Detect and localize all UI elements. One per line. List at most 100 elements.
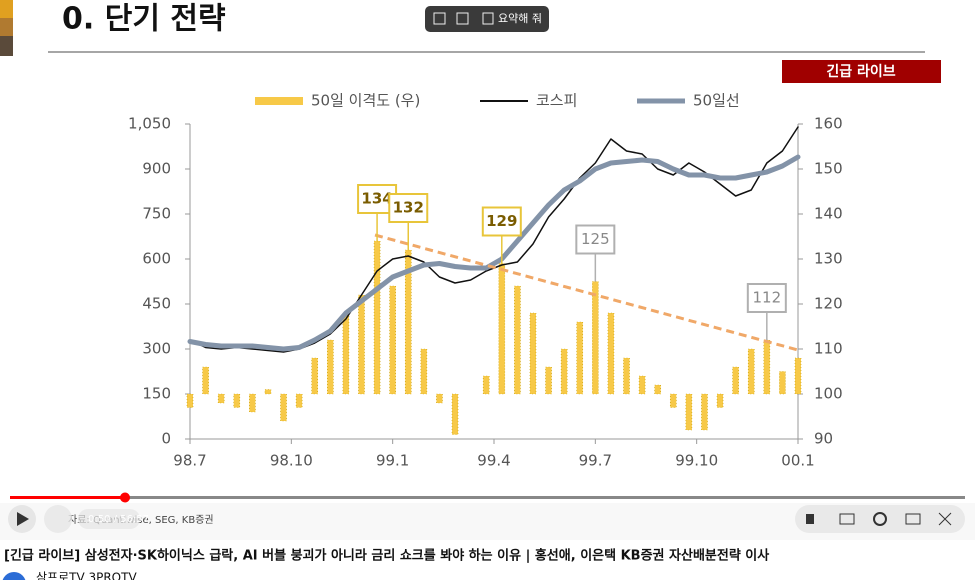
bar: [264, 389, 272, 395]
annotation-box: [481, 206, 522, 237]
y2-tick-label: 110: [814, 340, 843, 358]
play-icon: [17, 512, 29, 526]
bar: [342, 312, 350, 395]
bar: [576, 321, 584, 395]
bar: [233, 393, 241, 408]
annotation-box: [575, 224, 616, 255]
bar: [249, 393, 256, 413]
y2-tick-label: 130: [814, 250, 843, 268]
pause-icon[interactable]: [806, 514, 814, 524]
subtitles-button[interactable]: [839, 513, 855, 525]
fullscreen-button[interactable]: [938, 512, 952, 526]
bar: [373, 240, 381, 395]
annotations: 134 132 129 125 112: [357, 184, 787, 340]
bar: [638, 375, 646, 395]
channel-name[interactable]: 삼프로TV 3PROTV: [36, 571, 137, 584]
x-tick-label: 99.10: [675, 452, 718, 470]
icon[interactable]: [456, 12, 469, 25]
bar: [779, 371, 786, 395]
y-tick-label: 0: [161, 430, 171, 448]
x-tick-label: 98.7: [173, 452, 206, 470]
bar: [436, 393, 443, 404]
bar: [389, 285, 396, 395]
legend-label: 코스피: [536, 92, 577, 110]
bar: [482, 375, 490, 395]
bar: [186, 393, 194, 408]
x-tick-label: 98.10: [270, 452, 313, 470]
deco: [0, 0, 13, 18]
y-tick-label: 150: [142, 385, 171, 403]
bar: [358, 294, 365, 395]
series-line: [187, 154, 801, 352]
x-tick-label: 99.4: [477, 452, 510, 470]
y-tick-label: 600: [142, 250, 171, 268]
y-tick-label: 750: [142, 205, 171, 223]
bar: [529, 312, 537, 395]
annotation-label: 129: [486, 212, 517, 230]
annotation-box: [388, 193, 429, 223]
bar: [560, 348, 568, 395]
y-tick-label: 900: [142, 160, 171, 178]
channel-avatar[interactable]: [2, 572, 26, 584]
annotation-label: 112: [753, 289, 782, 307]
bar: [295, 393, 303, 408]
bar: [701, 393, 708, 431]
annotation-box: [746, 283, 787, 313]
badge-text: 긴급 라이브: [826, 63, 895, 80]
y2-tick-label: 120: [814, 295, 843, 313]
deco: [0, 36, 13, 56]
time-display: 0:50 / 56:57: [88, 514, 149, 525]
badge: [782, 60, 941, 83]
bar: [420, 348, 428, 395]
y2-tick-label: 140: [814, 205, 843, 223]
y-tick-label: 1,050: [128, 115, 171, 133]
bar: [794, 357, 802, 395]
x-tick-label: 99.1: [376, 452, 409, 470]
bar: [327, 339, 334, 395]
progress-played: [10, 496, 125, 499]
bar: [311, 357, 319, 395]
y2-tick-label: 100: [814, 385, 843, 403]
bar: [747, 348, 755, 395]
settings-button[interactable]: [873, 512, 887, 526]
legend-swatch: [255, 97, 303, 105]
video-title: [긴급 라이브] 삼성전자·SK하이닉스 급락, AI 버블 붕괴가 아니라 금…: [4, 548, 769, 564]
bar: [514, 285, 521, 395]
volume-button[interactable]: [44, 505, 72, 533]
bar: [498, 263, 506, 395]
y2-tick-label: 160: [814, 115, 843, 133]
progress-handle[interactable]: [120, 492, 130, 503]
legend-label: 50일선: [693, 92, 740, 110]
theater-button[interactable]: [905, 513, 921, 525]
summary-button[interactable]: 요약해 줘: [498, 11, 542, 25]
toolbar[interactable]: [425, 6, 549, 32]
annotation-label: 134: [361, 190, 392, 208]
bar: [451, 393, 459, 435]
bar: [280, 393, 287, 422]
icon[interactable]: [433, 12, 446, 25]
bar: [217, 393, 225, 404]
bar: [654, 384, 661, 395]
slide-title: 0. 단기 전략: [62, 2, 226, 37]
trend-line: [374, 233, 799, 352]
bar: [669, 393, 677, 408]
deco: [0, 18, 13, 36]
right-controls: [795, 505, 965, 533]
x-tick-label: 99.7: [579, 452, 612, 470]
x-tick-label: 00.1: [781, 452, 814, 470]
bar: [732, 366, 739, 395]
y-tick-label: 300: [142, 340, 171, 358]
progress-track[interactable]: [10, 496, 965, 499]
bar: [592, 281, 599, 395]
bar: [763, 339, 771, 395]
y-tick-label: 450: [142, 295, 171, 313]
annotation-label: 132: [393, 199, 424, 217]
bar: [685, 393, 693, 431]
bar: [716, 393, 724, 408]
icon[interactable]: [482, 12, 494, 25]
annotation-label: 125: [581, 230, 610, 248]
time-pill: [78, 509, 140, 529]
bar: [607, 312, 615, 395]
